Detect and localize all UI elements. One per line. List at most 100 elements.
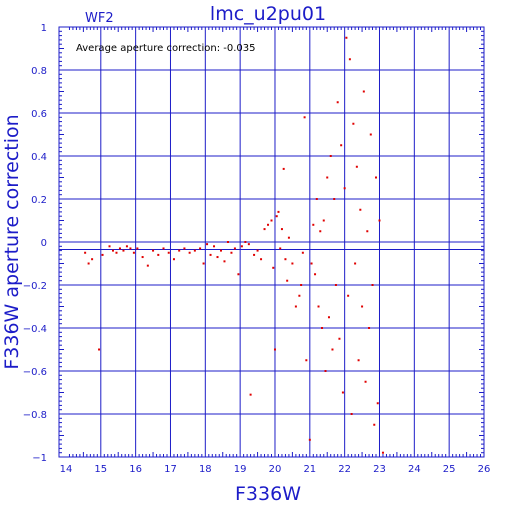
data-point	[284, 258, 287, 261]
data-point	[230, 251, 233, 254]
data-point	[244, 241, 247, 243]
data-point	[381, 451, 384, 454]
data-point	[308, 438, 311, 441]
data-point	[336, 101, 339, 104]
data-point	[162, 247, 165, 250]
data-point	[291, 262, 294, 265]
data-point	[287, 236, 290, 239]
data-point	[312, 223, 315, 226]
x-tick-label: 20	[269, 464, 282, 475]
data-point	[321, 327, 324, 329]
data-point	[122, 249, 125, 252]
x-tick-label: 14	[60, 464, 73, 475]
x-tick-label: 26	[478, 464, 491, 475]
data-point	[146, 264, 149, 267]
data-point	[303, 116, 306, 119]
data-point	[369, 133, 372, 136]
data-point	[375, 176, 378, 179]
y-tick-label: 0	[41, 238, 47, 249]
plot-frame	[58, 26, 485, 458]
data-point	[108, 245, 111, 248]
data-point	[87, 262, 90, 265]
data-point	[141, 256, 144, 259]
x-axis-label: F336W	[235, 483, 301, 505]
data-point	[286, 279, 289, 282]
data-point	[280, 228, 283, 231]
data-point	[348, 58, 351, 61]
data-point	[129, 247, 132, 250]
data-point	[298, 294, 301, 297]
y-tick-label: 0.6	[31, 109, 47, 120]
data-point	[345, 36, 348, 39]
data-point	[366, 230, 369, 233]
y-tick-label: −1	[32, 453, 47, 464]
data-point	[202, 262, 205, 265]
data-point	[199, 247, 202, 250]
data-point	[354, 262, 357, 265]
x-tick-label: 18	[199, 464, 212, 475]
data-point	[275, 215, 278, 218]
data-point	[378, 219, 381, 222]
data-point	[350, 413, 353, 415]
data-point	[300, 284, 303, 286]
annotation-text: Average aperture correction: -0.035	[76, 43, 256, 54]
data-point	[223, 260, 226, 263]
data-point	[341, 391, 344, 394]
data-point	[263, 228, 266, 231]
chart-title: lmc_u2pu01	[210, 3, 326, 25]
reference-lines	[59, 241, 484, 251]
y-tick-label: 0.4	[31, 152, 47, 163]
data-point	[178, 249, 181, 252]
data-point	[256, 249, 259, 252]
x-tick-label: 15	[94, 464, 107, 475]
data-point	[136, 247, 139, 250]
data-point	[314, 273, 317, 276]
data-point	[253, 253, 256, 256]
y-axis-label: F336W aperture correction	[1, 114, 23, 369]
y-tick-label: 1	[41, 23, 47, 34]
data-point	[233, 247, 236, 250]
data-point	[240, 245, 243, 248]
data-point	[267, 223, 270, 226]
data-point	[324, 370, 327, 372]
data-point	[294, 305, 297, 308]
data-point	[270, 219, 273, 222]
y-tick-label: 0.2	[31, 195, 47, 206]
data-point	[125, 245, 128, 248]
data-point	[273, 348, 276, 351]
data-point	[338, 337, 341, 340]
data-point	[327, 316, 330, 319]
data-point	[118, 247, 121, 250]
data-point	[347, 294, 350, 297]
data-point	[340, 144, 343, 147]
data-point	[343, 187, 346, 190]
x-tick-label: 16	[129, 464, 142, 475]
data-point	[98, 348, 101, 351]
data-point	[364, 380, 367, 383]
data-point	[193, 249, 196, 252]
data-points	[84, 36, 384, 454]
y-tick-label: −0.4	[23, 324, 47, 335]
x-tick-label: 19	[234, 464, 247, 475]
data-point	[279, 247, 282, 250]
data-point	[132, 251, 135, 254]
data-point	[357, 359, 360, 362]
x-tick-label: 17	[164, 464, 177, 475]
data-point	[91, 258, 94, 261]
data-point	[249, 393, 252, 396]
data-point	[216, 256, 219, 259]
x-tick-label: 24	[408, 464, 421, 475]
data-point	[226, 241, 229, 243]
data-point	[326, 176, 329, 179]
x-tick-label: 21	[303, 464, 316, 475]
data-point	[167, 251, 170, 254]
y-tick-label: −0.2	[23, 281, 47, 292]
data-point	[237, 273, 240, 276]
data-point	[111, 249, 114, 252]
data-point	[157, 253, 160, 256]
data-point	[101, 253, 104, 256]
data-point	[209, 253, 212, 256]
x-tick-label: 25	[443, 464, 456, 475]
data-point	[317, 305, 320, 308]
chart-subtitle: WF2	[85, 11, 114, 26]
